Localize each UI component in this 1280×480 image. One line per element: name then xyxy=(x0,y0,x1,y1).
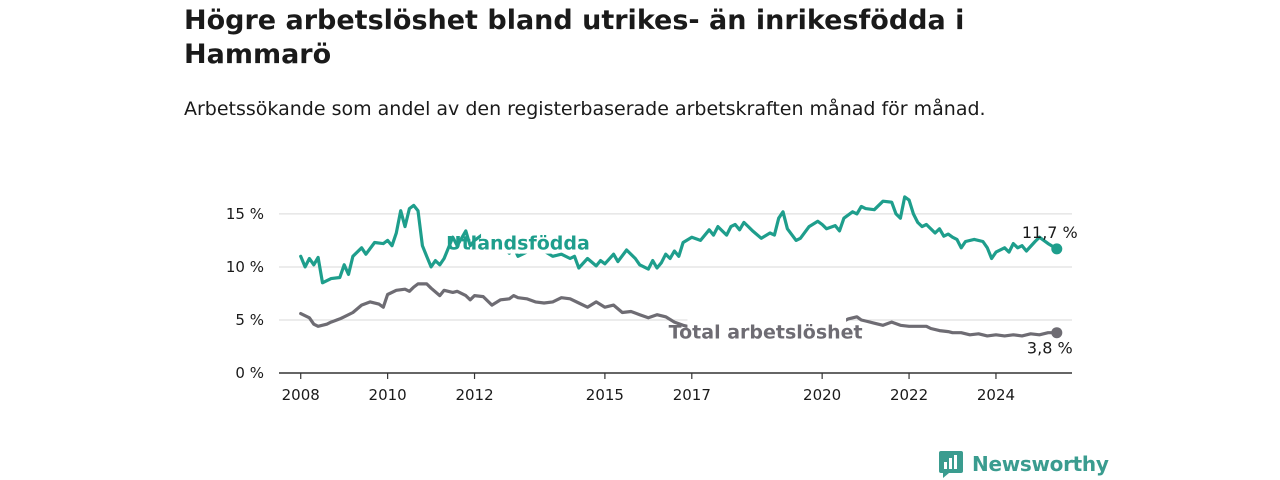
page-title: Högre arbetslöshet bland utrikes- än inr… xyxy=(184,5,965,70)
line-chart: 0 %5 %10 %15 % 2008 2010 2012 2015 2017 2020 2… xyxy=(226,195,1078,404)
series-labels: 11,7 % 3,8 % Utlandsfödda Total arbetslöshe… xyxy=(446,223,1078,358)
series-label-total: Total arbetslöshet xyxy=(669,322,863,344)
newsworthy-brand: Newsworthy xyxy=(938,449,1109,479)
page-subtitle: Arbetssökande som andel av den registerb… xyxy=(184,98,986,120)
y-tick-label: 5 % xyxy=(235,311,264,329)
series-end-label: 11,7 % xyxy=(1022,223,1078,242)
newsworthy-logo-icon xyxy=(939,451,963,478)
y-tick-label: 0 % xyxy=(235,364,264,382)
x-tick-label: 2022 xyxy=(890,386,928,404)
series-end-point xyxy=(1051,243,1063,255)
y-tick-label: 10 % xyxy=(226,258,264,276)
y-axis-ticks: 0 % 5 % 10 % 15 % xyxy=(226,205,264,382)
x-tick-label: 2008 xyxy=(282,386,320,404)
x-axis: 2008 2010 2012 2015 2017 2020 2022 2024 xyxy=(279,372,1072,404)
series-lines xyxy=(299,195,1063,339)
x-tick-label: 2012 xyxy=(455,386,493,404)
x-tick-label: 2010 xyxy=(369,386,407,404)
series-line-total xyxy=(299,282,1059,338)
series-line-utlandsfodda xyxy=(299,195,1059,285)
x-tick-label: 2017 xyxy=(673,386,711,404)
series-end-point xyxy=(1051,327,1063,339)
series-label-halo xyxy=(481,227,558,254)
x-tick-label: 2024 xyxy=(977,386,1015,404)
series-label-utlandsfodda: Utlandsfödda xyxy=(446,233,590,255)
x-tick-label: 2020 xyxy=(803,386,841,404)
series-label-halo xyxy=(687,316,847,343)
series-end-label: 3,8 % xyxy=(1027,339,1073,358)
brand-name: Newsworthy xyxy=(972,452,1109,476)
x-tick-label: 2015 xyxy=(586,386,624,404)
y-tick-label: 15 % xyxy=(226,205,264,223)
gridlines xyxy=(279,213,1072,321)
